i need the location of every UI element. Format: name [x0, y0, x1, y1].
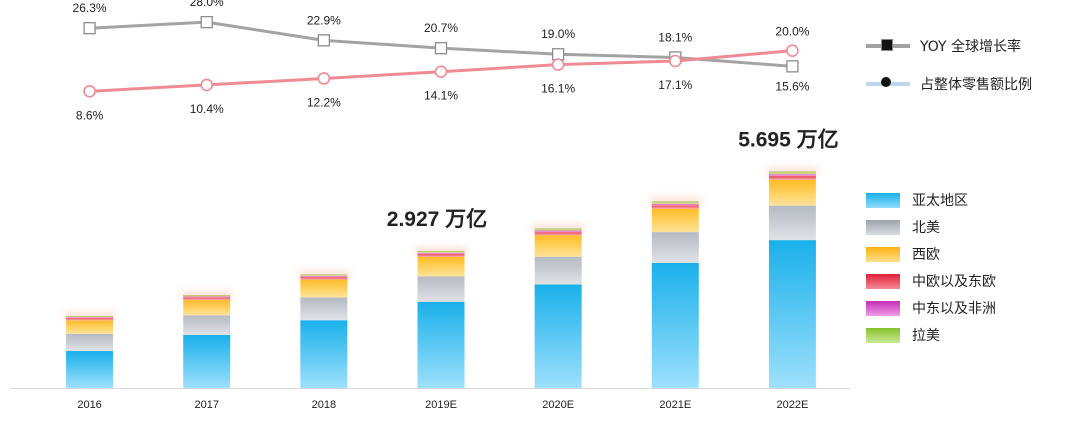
yoy-label-2017: 28.0% [190, 0, 224, 9]
bar-2020e-3 [534, 232, 582, 236]
bar-2017-2 [183, 299, 231, 316]
share-marker-2020e [551, 58, 565, 71]
legend-item-apac: 亚太地区 [866, 190, 968, 210]
x-tick-label-2021e: 2021E [659, 399, 691, 411]
legend-swatch-apac [866, 192, 900, 208]
legend-label-share: 占整体零售额比例 [920, 77, 1032, 93]
share-label-2017: 10.4% [190, 102, 224, 116]
bar-2016-1 [66, 333, 114, 352]
legend-label-yoy: YOY 全球增长率 [920, 39, 1022, 55]
legend-item-mea: 中东以及非洲 [866, 298, 996, 318]
bar-2020e-1 [534, 256, 582, 285]
legend-item-we: 西欧 [866, 244, 940, 264]
bar-glow-2021e [649, 198, 701, 205]
yoy-marker-2017 [200, 15, 213, 29]
bar-2020e-2 [534, 235, 582, 257]
bar-2022e-0 [768, 240, 816, 388]
legend-label-cee: 中欧以及东欧 [912, 274, 996, 290]
share-label-2018: 12.2% [307, 95, 341, 109]
total-annotation-2022e: 5.695 万亿 [738, 127, 838, 151]
yoy-label-2020e: 19.0% [541, 27, 575, 41]
bar-2019e-3 [417, 253, 465, 257]
legend-label-apac: 亚太地区 [912, 193, 968, 209]
bar-2021e-0 [651, 262, 699, 388]
bar-2021e-1 [651, 232, 699, 263]
bar-2019e-1 [417, 276, 465, 302]
share-marker-2018 [317, 72, 331, 85]
legend-swatch-mea [866, 300, 900, 316]
x-tick-label-2018: 2018 [312, 399, 336, 411]
share-marker-2022e [786, 44, 799, 57]
yoy-label-2016: 26.3% [73, 1, 107, 15]
share-marker-2017 [200, 78, 214, 92]
bar-2022e-3 [768, 176, 816, 180]
yoy-marker-2018 [317, 34, 331, 47]
bar-glow-2022e [766, 168, 818, 175]
bar-2022e-1 [768, 205, 816, 241]
yoy-marker-2019e [434, 42, 448, 55]
bar-2017-1 [183, 315, 231, 336]
bar-2022e-4 [768, 174, 816, 177]
bar-glow-2020e [532, 225, 584, 232]
x-tick-label-2017: 2017 [194, 399, 218, 411]
bar-2020e-0 [534, 284, 582, 388]
bar-2021e-3 [651, 205, 699, 209]
legend-item-latam: 拉美 [866, 325, 940, 345]
bar-2017-3 [183, 297, 231, 300]
share-label-2016: 8.6% [76, 108, 104, 122]
bar-glow-2016 [64, 312, 116, 319]
share-label-2020e: 16.1% [541, 82, 575, 96]
yoy-marker-2022e [786, 60, 799, 73]
bar-2016-0 [66, 351, 114, 388]
yoy-label-2021e: 18.1% [658, 30, 692, 44]
bar-2016-2 [66, 320, 114, 334]
bar-2017-0 [183, 335, 231, 388]
bar-2018-3 [300, 277, 348, 280]
legend-label-mea: 中东以及非洲 [912, 301, 996, 317]
yoy-marker-2020e [551, 48, 565, 61]
total-annotation-2019e: 2.927 万亿 [387, 207, 487, 231]
bar-glow-2019e [415, 247, 467, 254]
share-marker-2019e [434, 65, 448, 79]
bar-glow-2018 [298, 271, 350, 278]
share-marker-2016 [83, 85, 96, 98]
legend-swatch-na [866, 219, 900, 235]
share-label-2019e: 14.1% [424, 89, 458, 103]
bar-2018-1 [300, 297, 348, 321]
yoy-label-2018: 22.9% [307, 13, 341, 27]
x-tick-label-2019e: 2019E [425, 399, 457, 411]
legend-label-na: 北美 [912, 220, 940, 236]
legend-label-latam: 拉美 [912, 328, 940, 344]
legend-swatch-share [866, 76, 910, 92]
bar-2021e-2 [651, 208, 699, 233]
bar-2019e-0 [417, 301, 465, 388]
legend-item-cee: 中欧以及东欧 [866, 271, 996, 291]
bar-glow-2017 [181, 291, 233, 298]
legend-item-yoy: YOY 全球增长率 [866, 36, 1021, 56]
legend-swatch-we [866, 246, 900, 262]
bar-2018-2 [300, 279, 348, 298]
x-tick-label-2022e: 2022E [777, 399, 809, 411]
share-label-2022e: 20.0% [775, 25, 809, 39]
bar-2018-0 [300, 320, 348, 388]
legend-item-na: 北美 [866, 217, 940, 237]
bar-2022e-2 [768, 179, 816, 206]
legend-swatch-cee [866, 273, 900, 289]
share-label-2021e: 17.1% [658, 78, 692, 92]
x-tick-label-2020e: 2020E [542, 399, 574, 411]
yoy-label-2019e: 20.7% [424, 21, 458, 35]
bar-2016-3 [66, 318, 114, 321]
bar-2019e-2 [417, 256, 465, 277]
legend-label-we: 西欧 [912, 247, 940, 263]
bar-2021e-4 [651, 203, 699, 206]
yoy-label-2022e: 15.6% [775, 79, 809, 93]
legend-swatch-yoy [866, 38, 910, 54]
legend-swatch-latam [866, 327, 900, 343]
x-tick-label-2016: 2016 [77, 399, 101, 411]
yoy-marker-2016 [83, 22, 96, 35]
share-marker-2021e [668, 54, 682, 68]
legend-item-share: 占整体零售额比例 [866, 74, 1032, 94]
